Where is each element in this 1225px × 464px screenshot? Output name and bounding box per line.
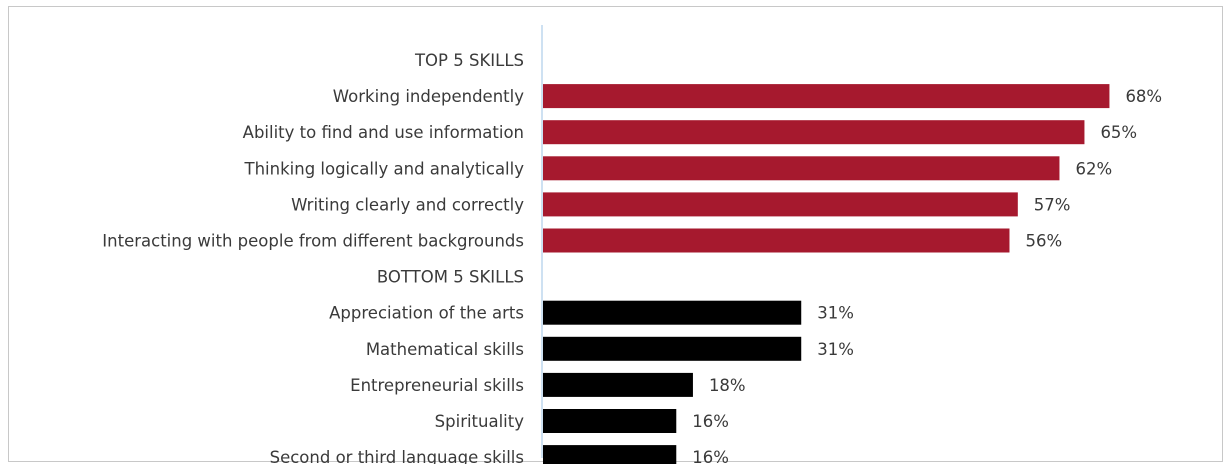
bar-bottom xyxy=(543,300,802,325)
data-label: 62% xyxy=(1075,159,1112,178)
category-label: Ability to find and use information xyxy=(243,123,524,142)
data-label: 65% xyxy=(1100,123,1137,142)
data-label: 68% xyxy=(1125,87,1162,106)
bar-top xyxy=(543,156,1060,181)
bar-top xyxy=(543,120,1085,145)
data-label: 31% xyxy=(817,304,854,323)
bar-top xyxy=(543,228,1010,253)
category-label: Spirituality xyxy=(435,412,525,431)
data-label: 18% xyxy=(709,376,746,395)
category-label: Working independently xyxy=(333,87,524,106)
category-label: Mathematical skills xyxy=(366,340,524,359)
data-label: 16% xyxy=(692,448,729,464)
group-header-label: BOTTOM 5 SKILLS xyxy=(377,268,524,287)
data-label: 31% xyxy=(817,340,854,359)
group-header-label: TOP 5 SKILLS xyxy=(414,51,524,70)
bar-top xyxy=(543,84,1110,109)
category-label: Second or third language skills xyxy=(270,448,524,464)
bar-bottom xyxy=(543,336,802,361)
data-label: 16% xyxy=(692,412,729,431)
category-label: Thinking logically and analytically xyxy=(244,159,525,178)
category-label: Interacting with people from different b… xyxy=(102,232,524,251)
data-label: 56% xyxy=(1025,232,1062,251)
category-label: Appreciation of the arts xyxy=(329,304,524,323)
data-label: 57% xyxy=(1034,195,1071,214)
category-label: Entrepreneurial skills xyxy=(350,376,524,395)
bar-bottom xyxy=(543,409,677,433)
category-label: Writing clearly and correctly xyxy=(291,195,524,214)
bar-bottom xyxy=(543,372,693,397)
bar-top xyxy=(543,192,1018,217)
bar-bottom xyxy=(543,445,677,464)
